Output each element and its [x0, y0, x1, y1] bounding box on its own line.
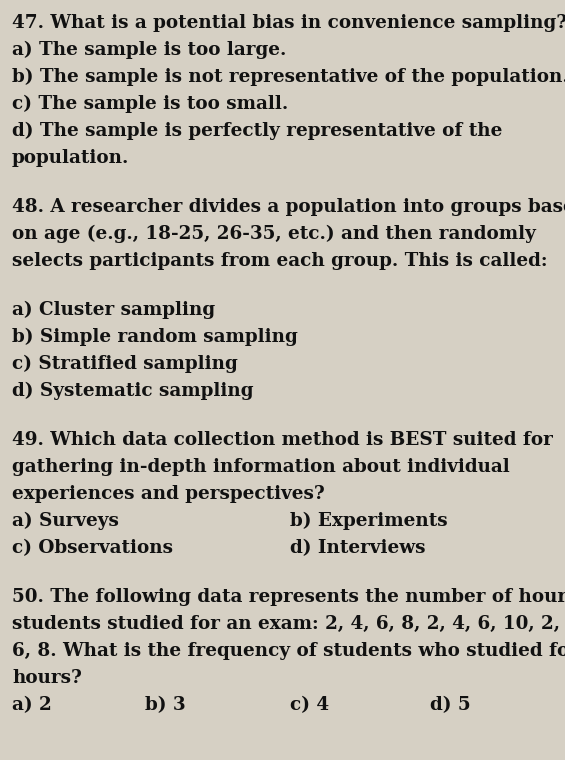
Text: d) Interviews: d) Interviews [290, 539, 425, 557]
Text: a) Surveys: a) Surveys [12, 512, 119, 530]
Text: c) Observations: c) Observations [12, 539, 173, 557]
Text: b) 3: b) 3 [145, 696, 186, 714]
Text: hours?: hours? [12, 669, 82, 687]
Text: 6, 8. What is the frequency of students who studied for 6: 6, 8. What is the frequency of students … [12, 642, 565, 660]
Text: b) Experiments: b) Experiments [290, 512, 447, 530]
Text: 49. Which data collection method is BEST suited for: 49. Which data collection method is BEST… [12, 431, 553, 449]
Text: 48. A researcher divides a population into groups based: 48. A researcher divides a population in… [12, 198, 565, 216]
Text: b) The sample is not representative of the population.: b) The sample is not representative of t… [12, 68, 565, 86]
Text: on age (e.g., 18-25, 26-35, etc.) and then randomly: on age (e.g., 18-25, 26-35, etc.) and th… [12, 225, 536, 243]
Text: c) 4: c) 4 [290, 696, 329, 714]
Text: a) Cluster sampling: a) Cluster sampling [12, 301, 215, 319]
Text: d) The sample is perfectly representative of the: d) The sample is perfectly representativ… [12, 122, 502, 141]
Text: selects participants from each group. This is called:: selects participants from each group. Th… [12, 252, 547, 270]
Text: population.: population. [12, 149, 129, 167]
Text: b) Simple random sampling: b) Simple random sampling [12, 328, 298, 347]
Text: experiences and perspectives?: experiences and perspectives? [12, 485, 325, 503]
Text: students studied for an exam: 2, 4, 6, 8, 2, 4, 6, 10, 2, 4,: students studied for an exam: 2, 4, 6, 8… [12, 615, 565, 633]
Text: a) 2: a) 2 [12, 696, 52, 714]
Text: gathering in-depth information about individual: gathering in-depth information about ind… [12, 458, 510, 476]
Text: 50. The following data represents the number of hours: 50. The following data represents the nu… [12, 588, 565, 606]
Text: d) Systematic sampling: d) Systematic sampling [12, 382, 254, 401]
Text: c) The sample is too small.: c) The sample is too small. [12, 95, 288, 113]
Text: a) The sample is too large.: a) The sample is too large. [12, 41, 286, 59]
Text: 47. What is a potential bias in convenience sampling?: 47. What is a potential bias in convenie… [12, 14, 565, 32]
Text: c) Stratified sampling: c) Stratified sampling [12, 355, 238, 373]
Text: d) 5: d) 5 [430, 696, 471, 714]
